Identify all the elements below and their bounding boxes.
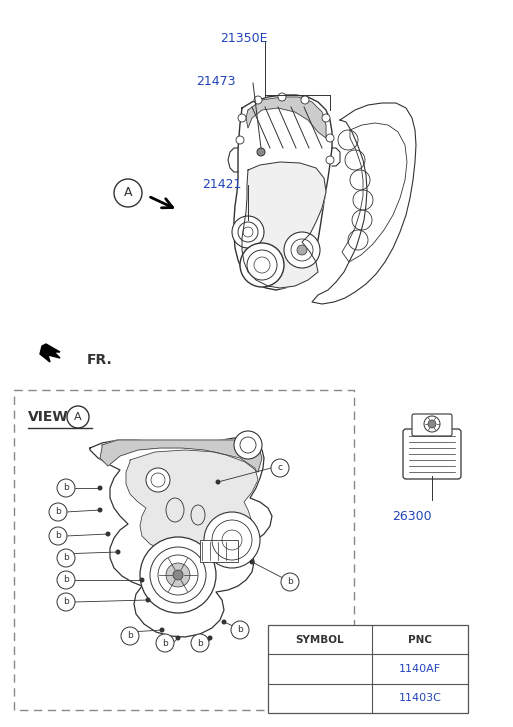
Circle shape [57, 571, 75, 589]
Circle shape [254, 96, 262, 104]
Text: FR.: FR. [87, 353, 113, 367]
Circle shape [57, 593, 75, 611]
Text: b: b [237, 625, 243, 635]
Circle shape [326, 134, 334, 142]
Circle shape [215, 480, 221, 484]
Bar [200, 540, 238, 562]
Circle shape [234, 431, 262, 459]
Circle shape [238, 114, 246, 122]
Circle shape [121, 627, 139, 645]
Circle shape [173, 570, 183, 580]
Circle shape [160, 627, 165, 632]
Circle shape [257, 148, 265, 156]
Polygon shape [342, 123, 407, 262]
Circle shape [428, 420, 436, 428]
Circle shape [222, 619, 227, 624]
Circle shape [140, 537, 216, 613]
Circle shape [249, 560, 254, 564]
Polygon shape [126, 450, 258, 556]
Circle shape [49, 527, 67, 545]
Circle shape [207, 635, 212, 640]
Circle shape [156, 634, 174, 652]
Bar [268, 625, 468, 713]
Circle shape [301, 96, 309, 104]
Circle shape [204, 512, 260, 568]
Text: A: A [74, 412, 82, 422]
Polygon shape [234, 95, 332, 290]
Circle shape [191, 634, 209, 652]
Circle shape [57, 479, 75, 497]
Polygon shape [246, 97, 326, 138]
FancyBboxPatch shape [412, 414, 452, 436]
Polygon shape [312, 103, 416, 304]
Text: 11403C: 11403C [399, 694, 442, 703]
Text: b: b [63, 576, 69, 585]
Polygon shape [242, 162, 326, 288]
Text: 21421: 21421 [202, 178, 242, 191]
Text: b: b [63, 553, 69, 563]
Text: VIEW: VIEW [28, 410, 69, 424]
Text: c: c [318, 694, 323, 703]
Text: c: c [278, 464, 283, 473]
Text: 21350E: 21350E [220, 32, 267, 45]
Circle shape [146, 598, 150, 603]
Circle shape [297, 245, 307, 255]
Text: b: b [55, 531, 61, 540]
Text: b: b [127, 632, 133, 640]
Circle shape [175, 635, 181, 640]
Text: SYMBOL: SYMBOL [295, 635, 344, 645]
Polygon shape [40, 344, 60, 362]
Circle shape [281, 573, 299, 591]
Circle shape [106, 531, 110, 537]
Text: b: b [162, 638, 168, 648]
Text: PNC: PNC [408, 635, 432, 645]
Text: A: A [124, 187, 132, 199]
Circle shape [240, 243, 284, 287]
FancyBboxPatch shape [403, 429, 461, 479]
Circle shape [232, 216, 264, 248]
Circle shape [278, 93, 286, 101]
Text: b: b [287, 577, 293, 587]
Text: b: b [317, 664, 323, 674]
Text: b: b [55, 507, 61, 516]
Circle shape [140, 577, 145, 582]
Text: b: b [197, 638, 203, 648]
Polygon shape [90, 438, 272, 637]
Circle shape [97, 507, 103, 513]
Circle shape [115, 550, 121, 555]
Circle shape [271, 459, 289, 477]
Text: b: b [63, 483, 69, 492]
Circle shape [49, 503, 67, 521]
Text: b: b [63, 598, 69, 606]
Circle shape [146, 468, 170, 492]
Circle shape [326, 156, 334, 164]
Bar [14, 390, 354, 710]
Text: 1140AF: 1140AF [399, 664, 441, 674]
Circle shape [231, 621, 249, 639]
Text: 26300: 26300 [392, 510, 431, 523]
Circle shape [284, 232, 320, 268]
Circle shape [236, 136, 244, 144]
Circle shape [57, 549, 75, 567]
Polygon shape [100, 440, 262, 472]
Circle shape [322, 114, 330, 122]
Circle shape [166, 563, 190, 587]
Text: 21473: 21473 [196, 75, 235, 88]
Circle shape [97, 486, 103, 491]
